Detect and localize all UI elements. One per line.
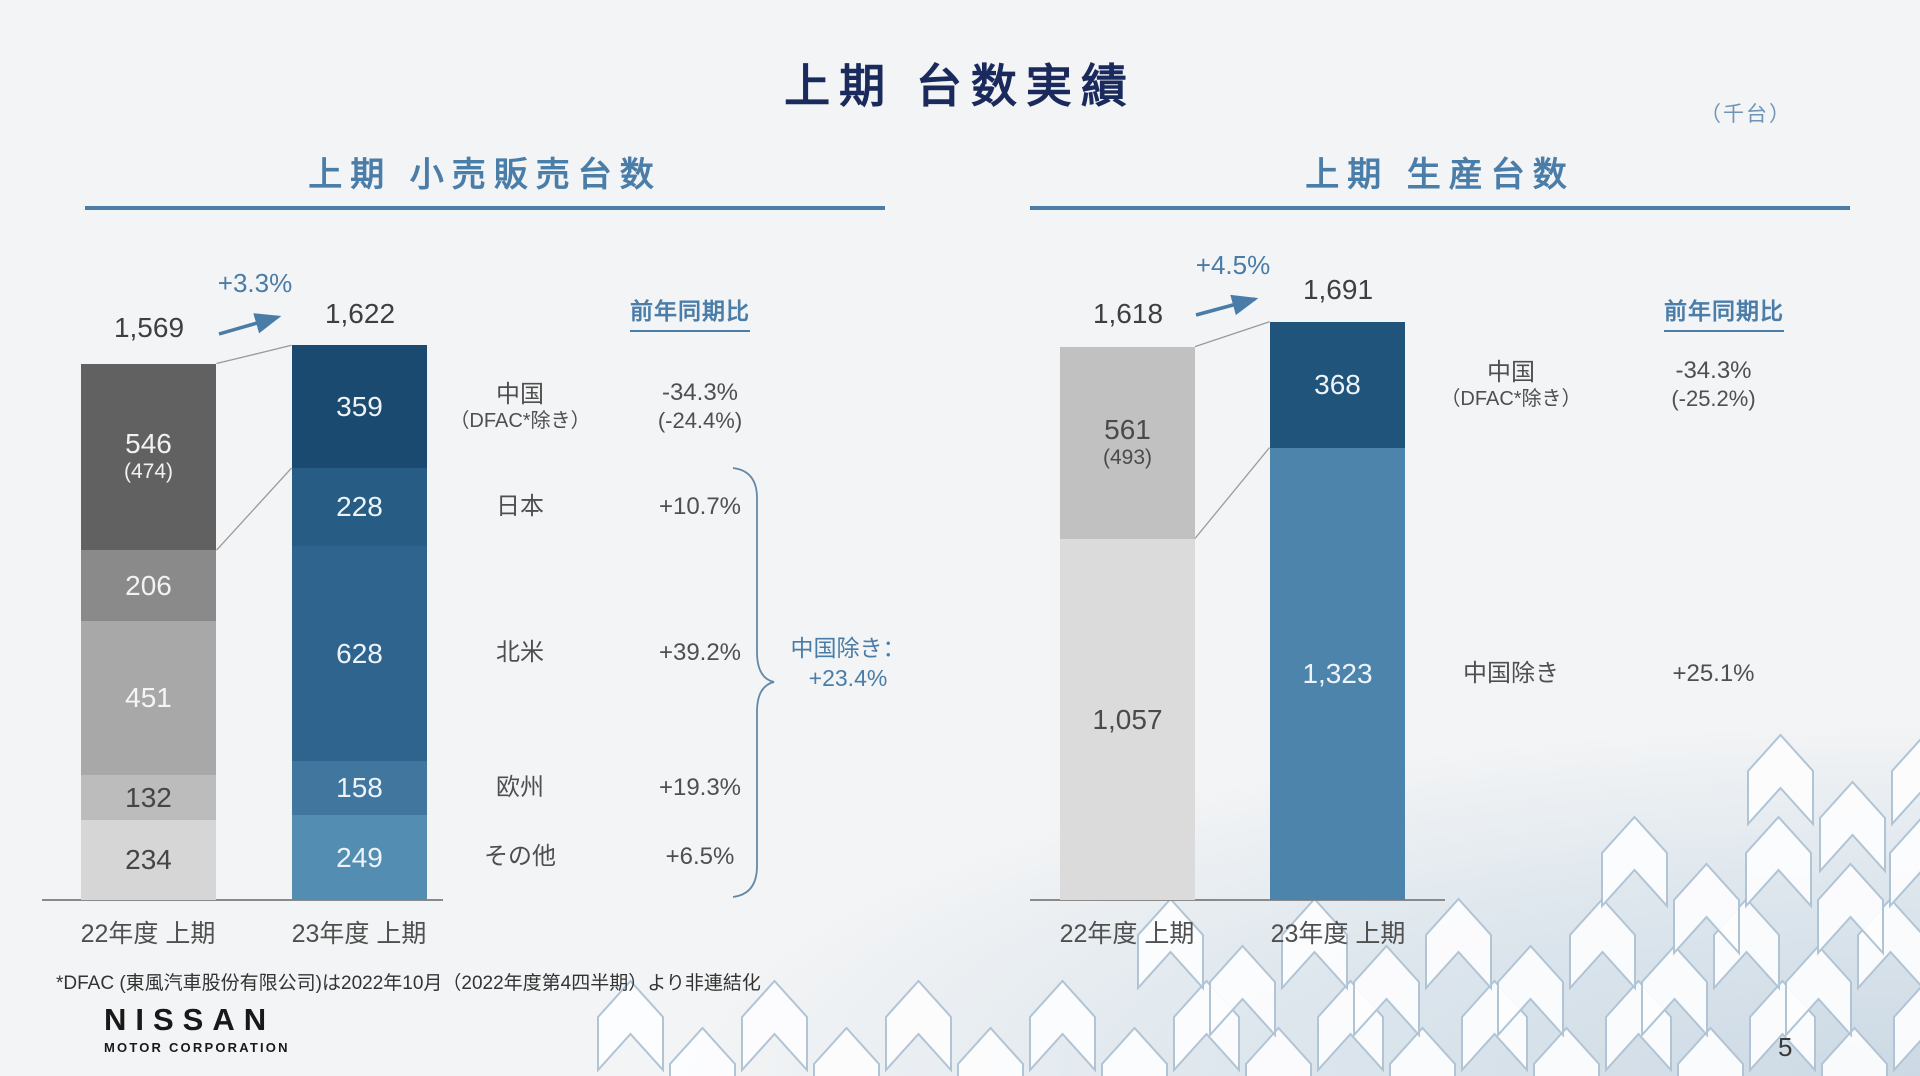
bar-segment: 451 (81, 620, 216, 775)
production-bar-fy23: 368 1,323 (1270, 321, 1405, 900)
bar-segment: 1,057 (1060, 538, 1195, 900)
bar-total-label: 1,618 (1092, 298, 1164, 329)
yoy-row-ex-china: 中国除き +25.1% (1411, 639, 1816, 709)
axis-category-label: 23年度 上期 (1270, 920, 1406, 948)
axis-category-label: 22年度 上期 (80, 920, 216, 948)
yoy-region-cell: その他 (484, 842, 556, 870)
page-title: 上期 台数実績 (784, 60, 1136, 112)
yoy-row-china: 中国 （DFAC*除き） -34.3% (-24.4%) (420, 372, 780, 442)
yoy-row-north-america: 北米 +39.2% (420, 618, 780, 688)
growth-arrow-icon (1195, 294, 1259, 317)
yoy-value-cell: -34.3% (-25.2%) (1671, 357, 1756, 412)
yoy-value-cell: +39.2% (658, 638, 742, 666)
bar-segment: 132 (81, 774, 216, 820)
bar-total-label: 1,691 (1302, 274, 1374, 305)
yoy-value-cell: +19.3% (658, 773, 742, 801)
yoy-row-europe: 欧州 +19.3% (420, 753, 780, 823)
yoy-value-cell: +10.7% (658, 492, 742, 520)
retail-bar-fy22: 546 (474) 206 451 132 234 (81, 363, 216, 900)
bar-segment: 206 (81, 550, 216, 621)
bar-segment: 368 (1270, 321, 1405, 448)
production-section-title: 上期 生産台数 (1305, 156, 1575, 194)
retail-title-underline (85, 206, 885, 210)
bar-segment: 359 (292, 345, 427, 469)
production-bar-fy22: 561 (493) 1,057 (1060, 346, 1195, 900)
bar-segment: 228 (292, 468, 427, 547)
yoy-region-cell: 北米 (496, 638, 544, 666)
unit-note: （千台） (1700, 103, 1792, 126)
growth-label: +4.5% (1195, 250, 1271, 280)
yoy-header-label: 前年同期比 (630, 292, 750, 332)
yoy-region-cell: 中国 （DFAC*除き） (1440, 358, 1582, 411)
yoy-region-cell: 日本 (496, 492, 544, 520)
yoy-region-cell: 中国除き (1463, 659, 1559, 687)
retail-yoy-header: 前年同期比 (600, 292, 780, 332)
yoy-header-label: 前年同期比 (1664, 292, 1784, 332)
bar-segment: 158 (292, 760, 427, 815)
yoy-region-cell: 欧州 (496, 773, 544, 801)
production-title-underline (1030, 206, 1850, 210)
axis-category-label: 23年度 上期 (291, 920, 427, 948)
production-yoy-header: 前年同期比 (1634, 292, 1814, 332)
bar-segment: 546 (474) (81, 363, 216, 551)
axis-category-label: 22年度 上期 (1059, 920, 1195, 948)
page-number: 5 (1778, 1032, 1793, 1062)
bar-segment: 1,323 (1270, 447, 1405, 900)
logo-wordmark: NISSAN (104, 1002, 276, 1037)
footnote: *DFAC (東風汽車股份有限公司)は2022年10月（2022年度第4四半期）… (56, 973, 761, 994)
connector-line (216, 467, 292, 551)
yoy-region-cell: 中国 （DFAC*除き） (449, 380, 591, 433)
bar-total-label: 1,569 (113, 312, 185, 343)
yoy-value-cell: +6.5% (665, 842, 735, 870)
connector-line (1194, 447, 1271, 539)
yoy-value-cell: -34.3% (-24.4%) (657, 379, 743, 434)
logo-subtext: MOTOR CORPORATION (104, 1040, 290, 1055)
bar-segment: 249 (292, 814, 427, 900)
yoy-row-others: その他 +6.5% (420, 822, 780, 892)
yoy-row-china: 中国 （DFAC*除き） -34.3% (-25.2%) (1411, 350, 1816, 420)
yoy-value-cell: +25.1% (1672, 659, 1755, 687)
nissan-logo: NISSAN MOTOR CORPORATION (104, 1002, 290, 1055)
bar-segment: 561 (493) (1060, 346, 1195, 539)
retail-bar-fy23: 359 228 628 158 249 (292, 345, 427, 900)
growth-label: +3.3% (217, 268, 293, 298)
bar-segment: 234 (81, 820, 216, 900)
bar-total-label: 1,622 (324, 298, 396, 329)
connector-line (216, 344, 292, 365)
growth-arrow-icon (218, 313, 282, 336)
yoy-row-japan: 日本 +10.7% (420, 472, 780, 542)
connector-line (1194, 321, 1270, 348)
bar-segment: 628 (292, 546, 427, 761)
ex-china-note: 中国除き： +23.4% (790, 635, 906, 691)
retail-section-title: 上期 小売販売台数 (308, 156, 662, 194)
